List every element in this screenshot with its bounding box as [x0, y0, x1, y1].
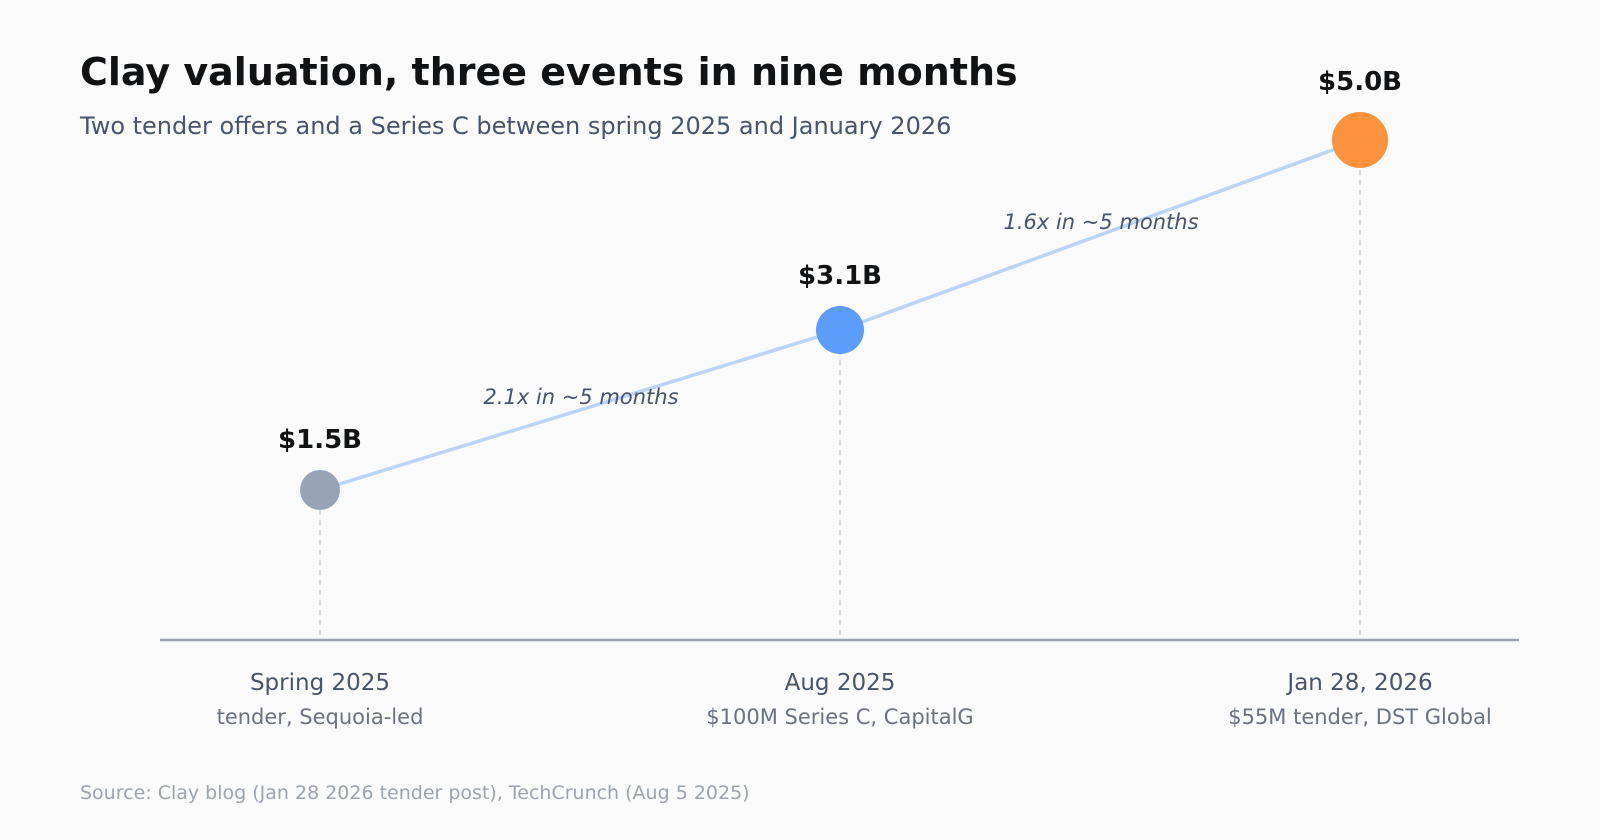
source-note: Source: Clay blog (Jan 28 2026 tender po…: [80, 782, 750, 804]
chart-subtitle: Two tender offers and a Series C between…: [80, 112, 952, 140]
growth-annotation-2: 1.6x in ~5 months: [1003, 210, 1198, 234]
data-point-2: [816, 306, 864, 354]
value-label-1: $1.5B: [278, 425, 362, 455]
x-tick-label-1: Spring 2025: [250, 670, 390, 696]
data-point-1: [300, 470, 340, 510]
x-detail-label-2: $100M Series C, CapitalG: [706, 705, 973, 729]
chart-title: Clay valuation, three events in nine mon…: [80, 50, 1018, 94]
x-tick-label-3: Jan 28, 2026: [1285, 670, 1432, 696]
value-label-3: $5.0B: [1318, 67, 1402, 97]
x-detail-label-1: tender, Sequoia-led: [217, 705, 424, 729]
growth-annotation-1: 2.1x in ~5 months: [483, 385, 678, 409]
value-label-2: $3.1B: [798, 261, 882, 291]
data-point-3: [1332, 112, 1388, 168]
x-detail-label-3: $55M tender, DST Global: [1228, 705, 1492, 729]
x-tick-label-2: Aug 2025: [785, 670, 896, 696]
